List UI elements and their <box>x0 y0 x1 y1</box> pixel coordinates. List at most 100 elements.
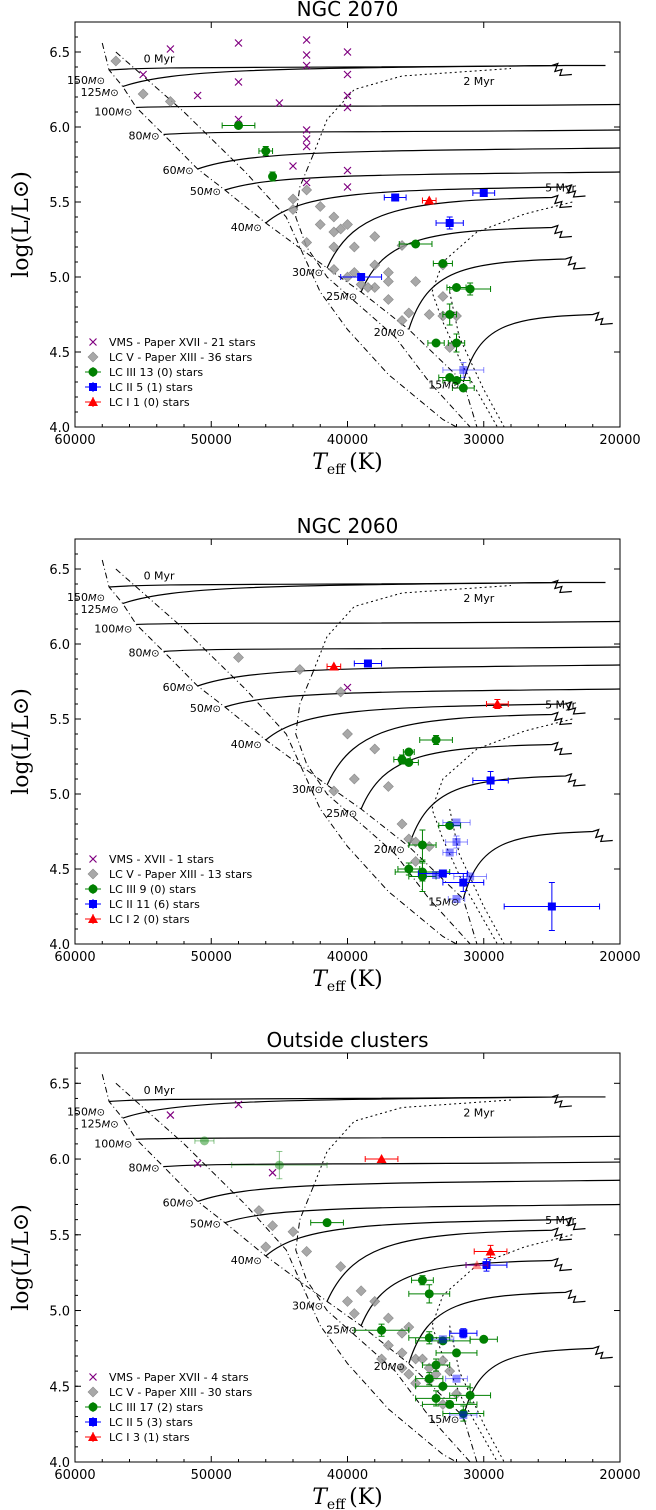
data-point <box>452 895 461 903</box>
data-point <box>404 747 414 757</box>
data-point <box>382 276 394 287</box>
x-tick-label: 40000 <box>327 1468 368 1483</box>
series-lc-ii <box>340 189 496 378</box>
data-point <box>166 1111 175 1120</box>
data-point <box>199 1136 209 1146</box>
x-tick-label: 40000 <box>327 950 368 965</box>
data-point <box>404 758 414 767</box>
mass-label-number: 80 <box>129 1162 143 1175</box>
data-point <box>382 1312 394 1324</box>
data-point <box>424 195 435 205</box>
data-point <box>164 96 176 107</box>
data-point <box>459 878 468 887</box>
legend-label: LC V - Paper XIII - 13 stars <box>109 868 252 881</box>
mass-label-unit: M⊙ <box>442 381 459 392</box>
data-point <box>348 773 360 785</box>
data-point <box>253 1205 265 1216</box>
data-point <box>382 1339 394 1351</box>
mass-label-unit: M⊙ <box>115 108 132 119</box>
x-tick-label: 30000 <box>463 1468 504 1483</box>
mass-label-number: 100 <box>94 1137 115 1150</box>
data-point <box>234 39 243 47</box>
data-point <box>335 1261 347 1273</box>
data-point <box>438 259 448 268</box>
data-point <box>302 51 311 59</box>
isochrone-2myr-label: 2 Myr <box>463 1107 494 1120</box>
data-point <box>482 1261 491 1270</box>
y-tick-label: 5.5 <box>49 196 70 211</box>
data-point <box>382 294 394 305</box>
data-point <box>234 121 243 130</box>
data-point <box>88 1402 98 1412</box>
data-point <box>267 1220 278 1232</box>
legend-label: LC I 3 (1) stars <box>109 1431 190 1444</box>
data-point <box>328 211 340 223</box>
x-tick-label: 50000 <box>191 1468 232 1483</box>
mass-label: 20M⊙ <box>374 326 405 339</box>
legend-label: LC V - Paper XIII - 30 stars <box>109 1386 252 1399</box>
x-tick-label: 30000 <box>463 950 504 965</box>
zams-line <box>101 1074 478 1462</box>
mass-label: 100M⊙ <box>94 106 132 119</box>
mass-label-unit: M⊙ <box>177 1198 194 1209</box>
mass-label-unit: M⊙ <box>102 88 119 99</box>
mass-label-number: 40 <box>231 221 245 234</box>
mass-label-unit: M⊙ <box>245 740 262 751</box>
data-point <box>452 1374 461 1383</box>
data-point <box>88 367 98 377</box>
evolutionary-track <box>326 1227 572 1302</box>
x-tick-label: 20000 <box>599 1468 640 1483</box>
mass-label-number: 30 <box>292 266 306 279</box>
mass-label-number: 125 <box>81 1118 102 1131</box>
data-point <box>403 307 415 319</box>
x-axis-label: Teff (K) <box>312 450 383 478</box>
data-point <box>328 785 340 797</box>
chart-panel-1: NGC 2070 60000 50000 40000 30000 20000 4.0 4.5 5… <box>9 0 641 478</box>
mass-label-number: 60 <box>163 1196 177 1209</box>
data-point <box>89 855 97 863</box>
data-point <box>396 1362 408 1374</box>
data-point <box>452 838 461 846</box>
mass-label-unit: M⊙ <box>340 1326 357 1337</box>
mass-label-unit: M⊙ <box>442 898 459 909</box>
mass-label-unit: M⊙ <box>143 1164 160 1175</box>
evolutionary-track <box>462 1345 613 1417</box>
data-point <box>89 900 97 908</box>
data-point <box>302 61 311 70</box>
x-axis-label-unit: (K) <box>349 1485 383 1510</box>
data-point <box>343 683 352 692</box>
evolutionary-track <box>265 701 586 741</box>
evolutionary-track <box>163 1161 620 1168</box>
data-point <box>459 1329 468 1338</box>
mass-label: 100M⊙ <box>94 623 132 636</box>
data-point <box>431 1360 441 1370</box>
data-point <box>465 284 475 294</box>
mass-label-unit: M⊙ <box>245 1256 262 1267</box>
mass-label-number: 60 <box>163 681 177 694</box>
data-point <box>410 276 422 287</box>
isochrone-early <box>115 51 457 427</box>
x-tick-label: 50000 <box>191 433 232 448</box>
x-tick-label: 30000 <box>463 433 504 448</box>
mass-label-number: 15 <box>428 379 442 392</box>
plot-area <box>101 36 620 427</box>
data-point <box>287 1226 299 1238</box>
mass-label-number: 20 <box>374 843 388 856</box>
isochrone-2myr-label: 2 Myr <box>463 75 494 88</box>
evolutionary-track <box>122 581 606 605</box>
mass-label-unit: M⊙ <box>88 1108 105 1119</box>
data-point <box>89 383 97 391</box>
data-point <box>166 45 175 53</box>
legend-label: LC V - Paper XIII - 36 stars <box>109 351 252 364</box>
data-point <box>458 1409 468 1419</box>
data-point <box>369 743 381 755</box>
x-axis-label-unit: (K) <box>349 450 383 475</box>
y-tick-label: 5.0 <box>49 788 70 803</box>
data-point <box>88 914 98 923</box>
legend-label: LC I 1 (0) stars <box>109 396 190 409</box>
series-lc-i <box>421 195 437 205</box>
data-point <box>89 1373 97 1381</box>
legend: VMS - Paper XVII - 4 stars LC V - Paper X… <box>85 1371 252 1444</box>
data-point <box>343 166 352 175</box>
x-axis-label-sub: eff <box>327 462 346 478</box>
